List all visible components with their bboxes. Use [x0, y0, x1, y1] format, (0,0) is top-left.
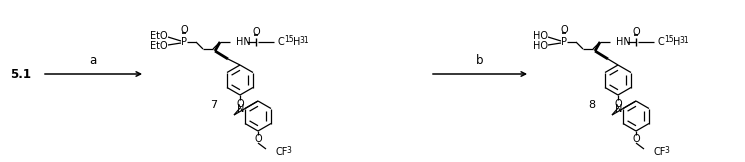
Text: N: N [237, 104, 244, 114]
Text: N: N [615, 104, 622, 114]
Text: H: H [673, 37, 680, 47]
Text: O: O [633, 134, 640, 144]
Text: O: O [236, 99, 244, 109]
Text: CF: CF [275, 147, 288, 157]
Text: HO: HO [533, 41, 548, 51]
Text: 7: 7 [210, 100, 218, 110]
Text: EtO: EtO [150, 31, 168, 41]
Text: H: H [293, 37, 300, 47]
Text: EtO: EtO [150, 41, 168, 51]
Text: HN: HN [236, 37, 251, 47]
Text: O: O [614, 99, 622, 109]
Text: O: O [633, 27, 640, 37]
Text: a: a [89, 54, 97, 67]
Text: O: O [560, 25, 568, 35]
Text: O: O [253, 27, 260, 37]
Text: 3: 3 [664, 146, 669, 155]
Text: HO: HO [533, 31, 548, 41]
Text: 15: 15 [284, 35, 294, 44]
Text: P: P [561, 37, 567, 47]
Text: O: O [180, 25, 188, 35]
Text: b: b [476, 54, 484, 67]
Text: 5.1: 5.1 [10, 68, 31, 81]
Text: HN: HN [616, 37, 631, 47]
Text: 3: 3 [286, 146, 291, 155]
Text: 8: 8 [589, 100, 595, 110]
Text: 31: 31 [679, 36, 688, 45]
Text: 31: 31 [299, 36, 308, 45]
Text: CF: CF [653, 147, 665, 157]
Text: C: C [658, 37, 665, 47]
Text: 15: 15 [664, 35, 673, 44]
Text: C: C [278, 37, 285, 47]
Text: O: O [254, 134, 261, 144]
Text: P: P [181, 37, 187, 47]
